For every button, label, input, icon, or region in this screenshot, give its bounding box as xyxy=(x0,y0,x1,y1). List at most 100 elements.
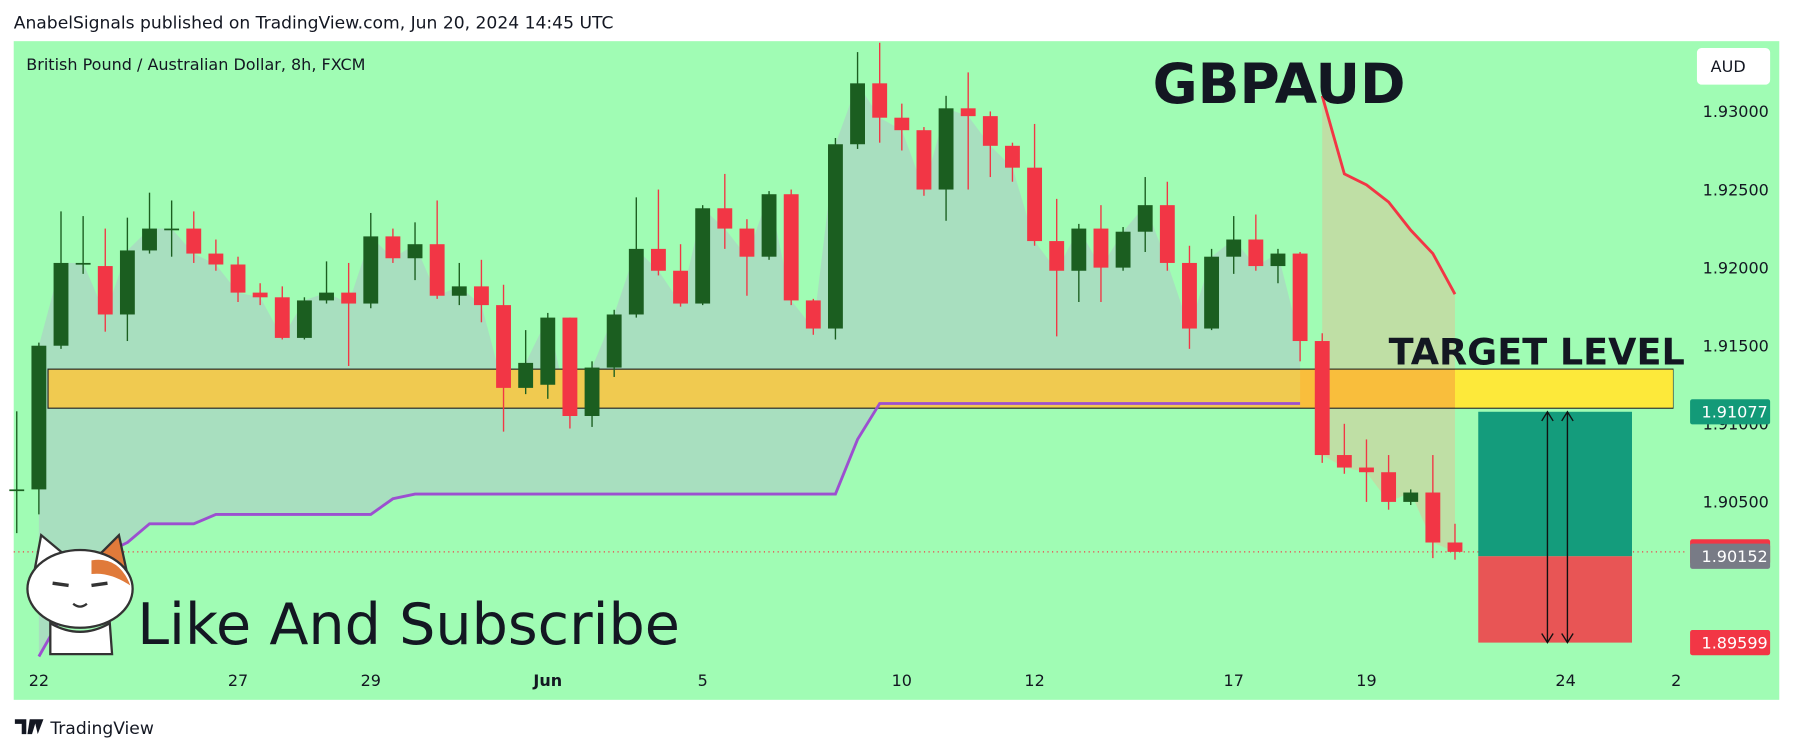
candle-body xyxy=(252,292,268,298)
y-tick-label: 1.93000 xyxy=(1703,102,1769,121)
x-tick-label: 12 xyxy=(1024,671,1044,690)
x-tick-label: 17 xyxy=(1224,671,1244,690)
candle-body xyxy=(1204,256,1220,329)
x-tick-label: 10 xyxy=(892,671,912,690)
candle-body xyxy=(208,253,224,265)
candle-body xyxy=(1248,239,1264,267)
candle-body xyxy=(761,194,777,257)
candle-body xyxy=(916,130,932,190)
chart-subtitle: British Pound / Australian Dollar, 8h, F… xyxy=(26,55,365,74)
candle-body xyxy=(982,116,998,146)
y-tick-label: 1.91500 xyxy=(1703,336,1769,355)
candle-body xyxy=(518,362,534,388)
x-tick-label: 19 xyxy=(1356,671,1376,690)
candle-body xyxy=(1093,228,1109,268)
x-tick-label: 22 xyxy=(29,671,49,690)
plot: TARGET LEVEL1.905001.910001.915001.92000… xyxy=(9,42,1771,690)
x-tick-label: 29 xyxy=(361,671,381,690)
candle-body xyxy=(164,228,180,231)
candle-body xyxy=(9,489,25,492)
candle-body xyxy=(407,244,423,259)
annotation: Like And Subscribe xyxy=(137,592,680,658)
candle-body xyxy=(584,367,600,416)
candle-body xyxy=(31,345,47,490)
candle-body xyxy=(894,117,910,131)
candle-body xyxy=(695,208,711,304)
candle-body xyxy=(1071,228,1087,271)
candle-body xyxy=(1359,467,1374,473)
y-tick-label: 1.92000 xyxy=(1703,258,1769,277)
candle-body xyxy=(850,83,865,145)
candle-body xyxy=(628,248,644,315)
x-tick-label: 24 xyxy=(1555,671,1575,690)
candle-body xyxy=(540,317,556,385)
trend-line xyxy=(1320,95,1457,295)
y-tick-label: 1.92500 xyxy=(1703,180,1769,199)
candle-body xyxy=(363,236,379,304)
candle-body xyxy=(473,286,489,306)
currency-box xyxy=(1696,48,1771,85)
candle-body xyxy=(562,317,578,416)
candle-body xyxy=(385,236,401,259)
candle-body xyxy=(142,228,157,251)
target-zone-highlight xyxy=(1454,369,1673,408)
candle-body xyxy=(119,250,135,315)
candle-body xyxy=(1115,231,1131,268)
candle-body xyxy=(1292,253,1308,342)
candle-body xyxy=(960,108,976,117)
price-label-box xyxy=(1690,543,1771,569)
candle-body xyxy=(53,262,69,346)
candle-body xyxy=(650,248,666,271)
footer: TradingView xyxy=(49,719,154,739)
currency: AUD xyxy=(1711,57,1746,76)
candle-body xyxy=(1336,455,1352,468)
candle-body xyxy=(1137,205,1153,232)
candle-body xyxy=(805,300,821,329)
x-tick-label: Jun xyxy=(532,671,562,690)
candle-body xyxy=(341,292,357,304)
candle-body xyxy=(1182,262,1197,329)
candle-body xyxy=(1027,167,1043,242)
candle-body xyxy=(783,194,799,301)
candle-body xyxy=(1270,253,1286,267)
candle-body xyxy=(296,300,312,338)
price-label-box xyxy=(1690,399,1771,425)
x-tick-label: 2 xyxy=(1671,671,1681,690)
tradingview-logo xyxy=(14,719,44,735)
chart-title: GBPAUD xyxy=(1153,52,1406,116)
position-profit xyxy=(1478,411,1632,557)
candle-body xyxy=(1049,241,1065,271)
candle-body xyxy=(1425,492,1441,543)
candle-body xyxy=(274,297,290,338)
candle-body xyxy=(1005,145,1020,168)
x-tick-label: 5 xyxy=(698,671,708,690)
candle-body xyxy=(1159,205,1175,263)
candle-body xyxy=(230,264,246,293)
price-label: 1.90152 xyxy=(1702,547,1768,566)
candle-body xyxy=(496,305,511,388)
candle-body xyxy=(319,292,334,301)
candle-body xyxy=(451,286,467,296)
candle-body xyxy=(1403,492,1419,502)
price-label: 1.89599 xyxy=(1702,633,1768,652)
candle-body xyxy=(606,314,622,368)
indicator-line xyxy=(37,402,1301,658)
candle-body xyxy=(717,208,733,229)
position-arrow xyxy=(1561,410,1574,644)
candle-body xyxy=(429,244,445,296)
candle-body xyxy=(1381,472,1397,502)
x-tick-label: 27 xyxy=(228,671,248,690)
candle-body xyxy=(828,144,843,329)
candle-body xyxy=(1226,239,1242,257)
candle-body xyxy=(938,108,954,190)
price-label-box xyxy=(1690,630,1771,656)
candle-body xyxy=(1447,542,1463,552)
candle-body xyxy=(97,266,113,315)
header: AnabelSignals published on TradingView.c… xyxy=(14,14,614,34)
candle-body xyxy=(186,228,202,254)
cat-sticker xyxy=(26,532,134,656)
price-label: 1.91077 xyxy=(1702,402,1768,421)
candle-body xyxy=(75,262,91,265)
